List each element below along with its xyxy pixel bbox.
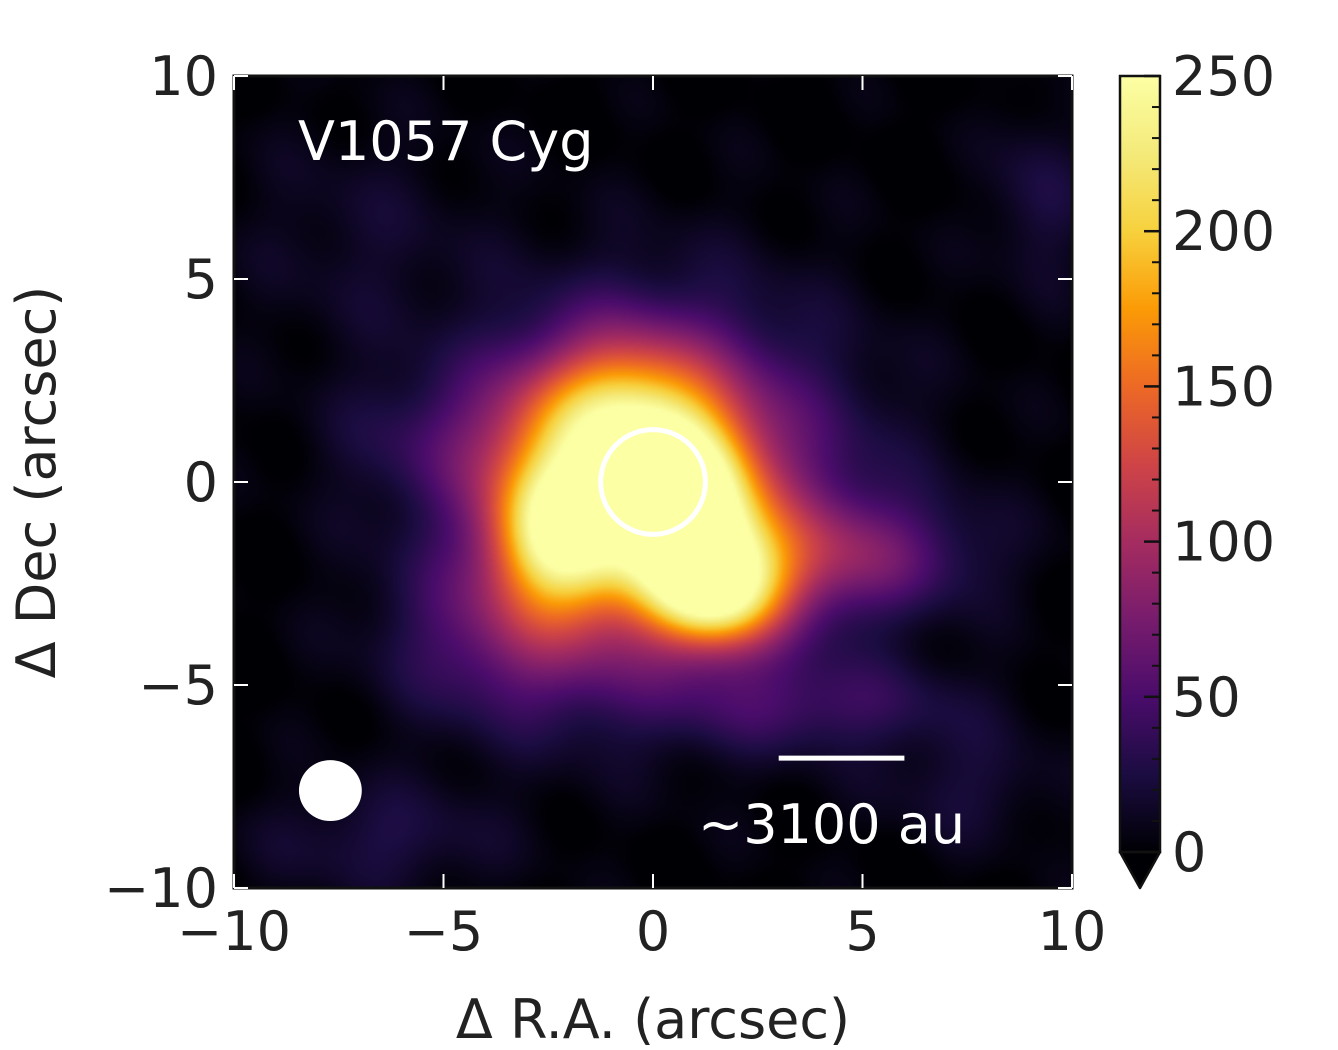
colorbar-gradient bbox=[1120, 76, 1160, 852]
x-tick-label: 10 bbox=[1038, 900, 1107, 963]
x-tick-label: 0 bbox=[636, 900, 670, 963]
emission-image bbox=[234, 76, 1072, 888]
x-tick-label: −5 bbox=[404, 900, 484, 963]
y-tick-label: 0 bbox=[184, 451, 218, 514]
overlay-layer: ~3100 au bbox=[298, 427, 965, 856]
colorbar-tick-label: 50 bbox=[1172, 666, 1241, 729]
emission-map bbox=[234, 76, 1072, 888]
y-tick-label: 5 bbox=[184, 248, 218, 311]
colorbar-frame bbox=[1118, 74, 1162, 854]
x-axis-ticks: −10 −5 0 5 10 bbox=[177, 76, 1106, 963]
y-tick-label: −5 bbox=[138, 654, 218, 717]
y-axis-label: Δ Dec (arcsec) bbox=[5, 286, 68, 679]
colorbar-extend-arrow bbox=[1118, 850, 1162, 890]
source-position-circle bbox=[598, 427, 708, 537]
colorbar-ticks: 0 50 100 150 200 250 bbox=[1144, 45, 1275, 884]
y-tick-label: −10 bbox=[104, 857, 218, 920]
object-label: V1057 Cyg bbox=[298, 110, 593, 173]
x-axis-label: Δ R.A. (arcsec) bbox=[456, 988, 850, 1050]
colorbar-tick-label: 150 bbox=[1172, 355, 1275, 418]
colorbar-tick-label: 100 bbox=[1172, 511, 1275, 574]
beam-ellipse bbox=[298, 760, 362, 822]
x-tick-label: 5 bbox=[845, 900, 879, 963]
colorbar-tick-label: 0 bbox=[1172, 821, 1206, 884]
colorbar-tick-label: 200 bbox=[1172, 200, 1275, 263]
y-axis-ticks: −10 −5 0 5 10 bbox=[104, 45, 1072, 920]
colorbar-tick-label: 250 bbox=[1172, 45, 1275, 108]
y-tick-label: 10 bbox=[149, 45, 218, 108]
x-tick-label: −10 bbox=[177, 900, 291, 963]
scale-bar-label: ~3100 au bbox=[698, 793, 965, 856]
